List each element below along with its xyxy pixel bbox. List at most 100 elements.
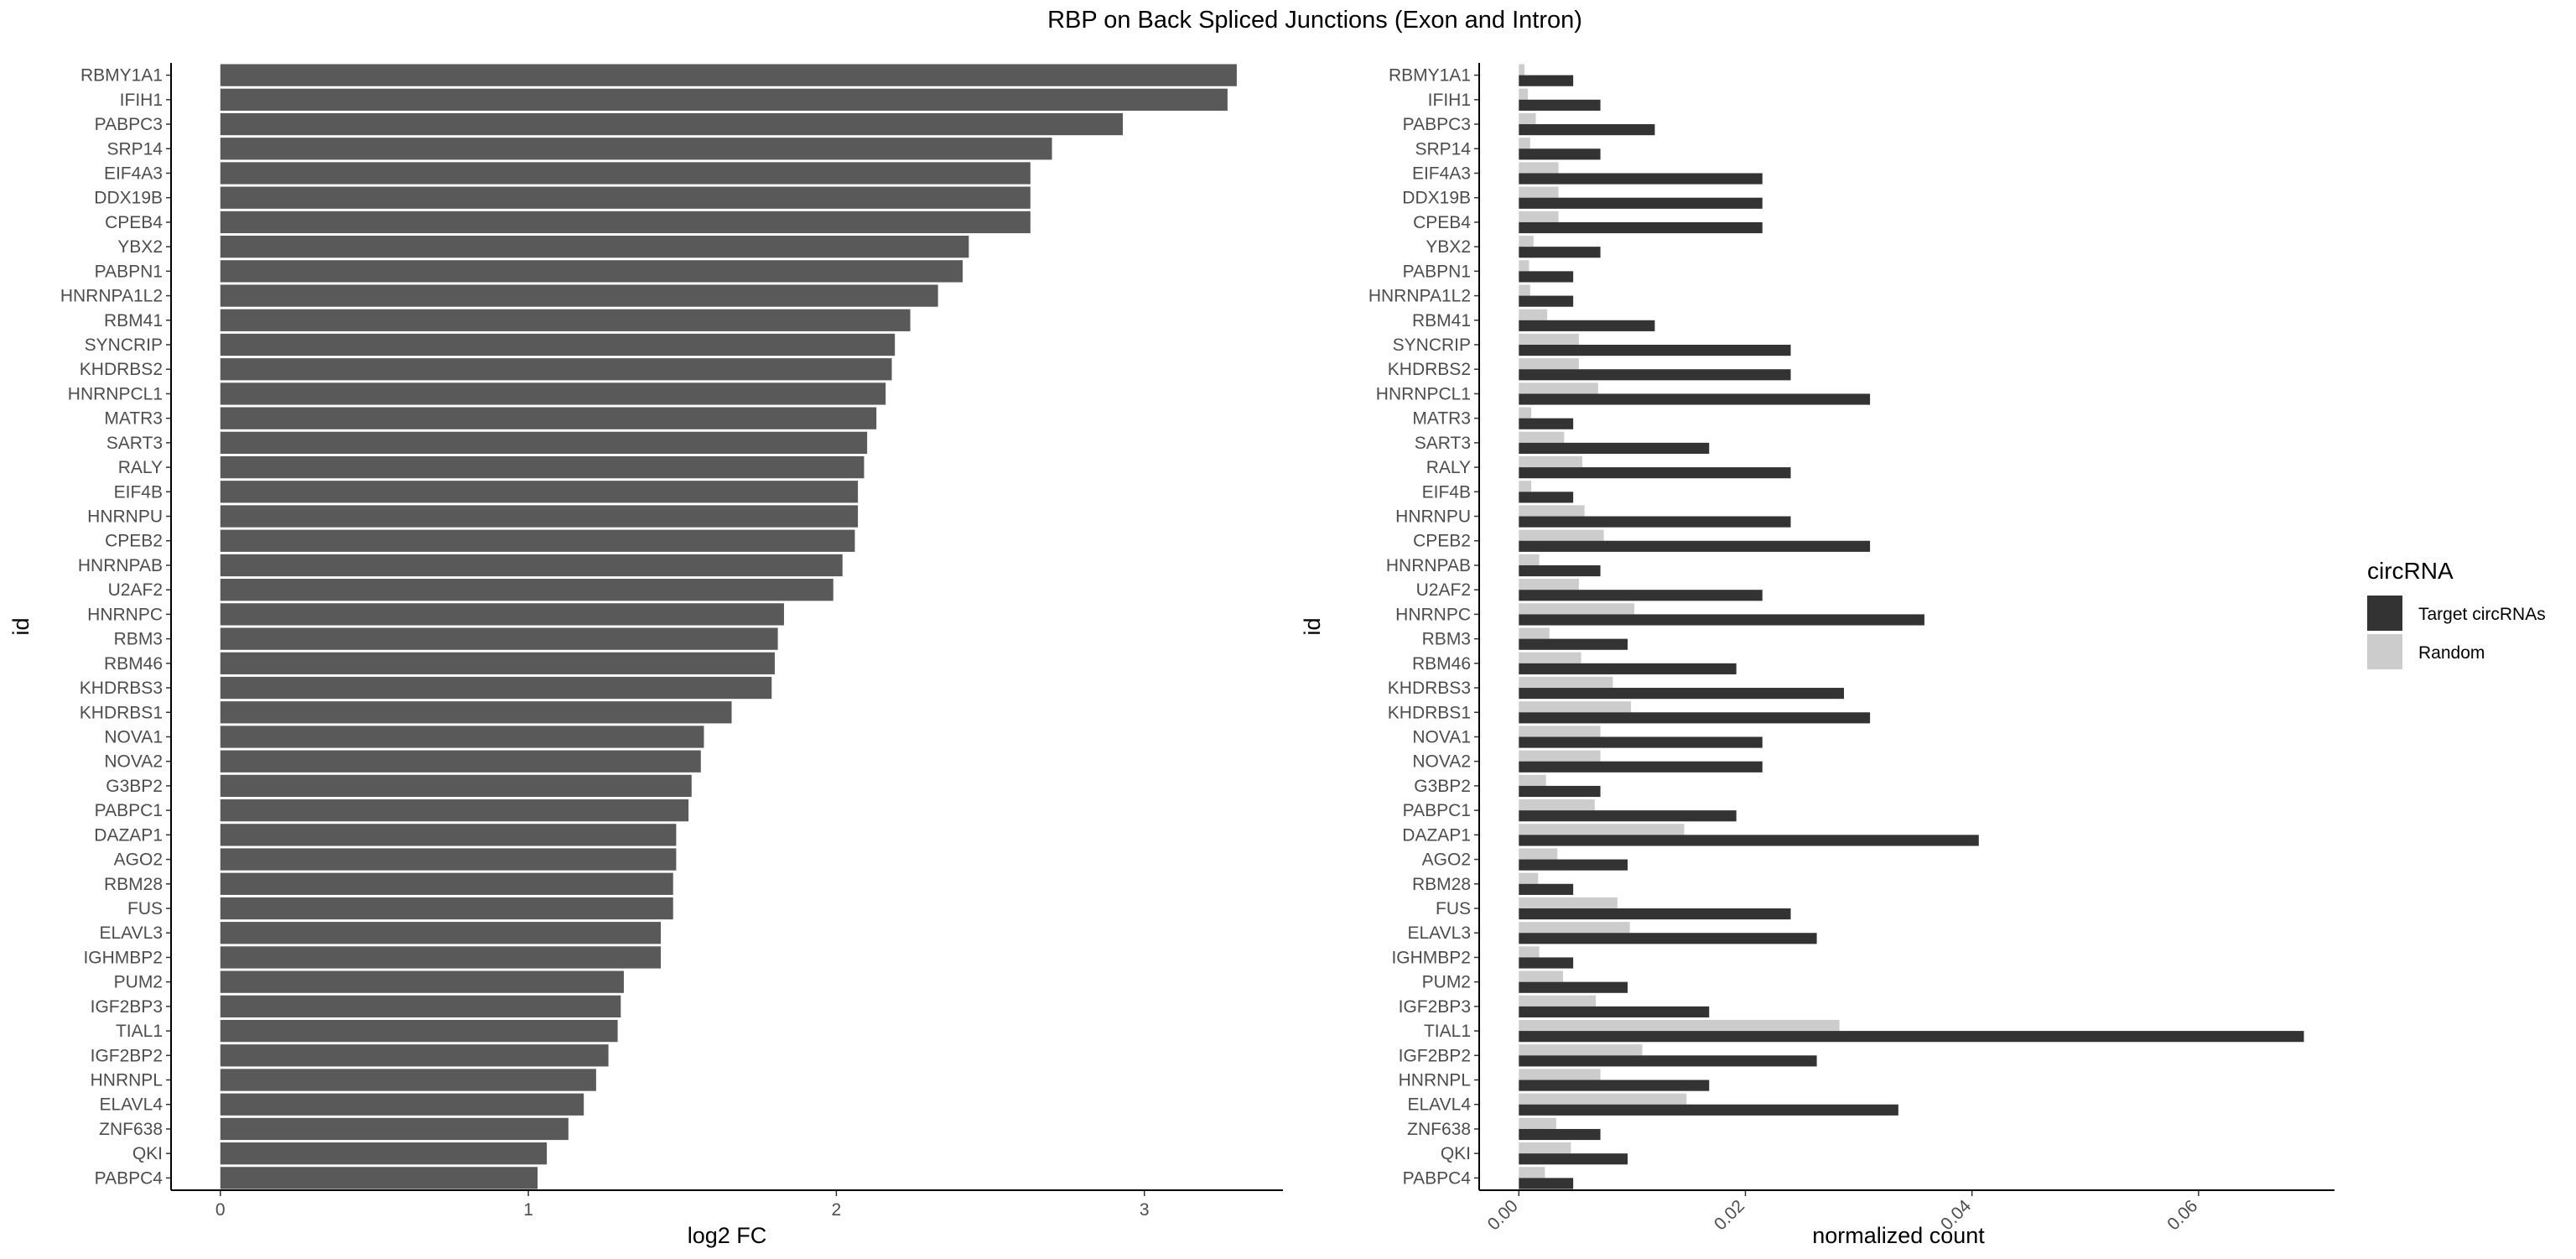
bar-target-dazap1 <box>1519 835 1979 846</box>
bar-random-igf2bp3 <box>1519 995 1597 1007</box>
bar-target-sart3 <box>1519 442 1710 455</box>
y-tick-label-rbm3: RBM3 <box>1422 630 1471 649</box>
y-tick-label-ighmbp2: IGHMBP2 <box>1391 948 1471 967</box>
y-tick-label-ddx19b: DDX19B <box>1402 189 1471 208</box>
bar-random-pum2 <box>1519 970 1563 982</box>
bar-ago2 <box>220 848 677 871</box>
bar-random-rbm41 <box>1519 309 1548 320</box>
y-tick-label-hnrnpa1l2: HNRNPA1L2 <box>1368 287 1471 306</box>
y-tick-label-elavl4: ELAVL4 <box>100 1095 164 1115</box>
y-tick-label-ifih1: IFIH1 <box>120 91 163 110</box>
y-tick-label-eif4b: EIF4B <box>1422 482 1471 502</box>
bar-rbm41 <box>220 309 911 331</box>
bar-target-hnrnpab <box>1519 564 1601 577</box>
bar-hnrnpa1l2 <box>220 284 938 307</box>
y-tick-label-rbm46: RBM46 <box>104 654 163 674</box>
bar-target-u2af2 <box>1519 590 1763 601</box>
bar-g3bp2 <box>220 774 692 798</box>
bar-random-rbm46 <box>1519 652 1581 663</box>
bar-random-khdrbs2 <box>1519 358 1579 370</box>
bar-znf638 <box>220 1117 569 1141</box>
y-tick-label-hnrnpl: HNRNPL <box>91 1071 163 1090</box>
bar-rbm46 <box>220 652 775 674</box>
y-tick-label-hnrnpc: HNRNPC <box>1395 605 1471 624</box>
bar-fus <box>220 897 673 920</box>
y-tick-label-raly: RALY <box>1426 458 1471 477</box>
y-tick-label-matr3: MATR3 <box>104 409 163 429</box>
bar-random-srp14 <box>1519 138 1530 149</box>
y-tick-label-qki: QKI <box>1441 1144 1471 1163</box>
bar-random-hnrnpcl1 <box>1519 382 1598 394</box>
bar-target-ifih1 <box>1519 99 1601 111</box>
bar-random-qki <box>1519 1142 1571 1154</box>
bar-random-ifih1 <box>1519 88 1529 100</box>
y-tick-label-elavl3: ELAVL3 <box>1408 923 1472 943</box>
y-tick-label-rbm41: RBM41 <box>104 311 163 330</box>
y-tick-label-hnrnpcl1: HNRNPCL1 <box>1376 384 1471 403</box>
y-tick-label-pabpc4: PABPC4 <box>1403 1168 1472 1188</box>
bar-khdrbs1 <box>220 701 732 724</box>
bar-random-g3bp2 <box>1519 774 1546 786</box>
bar-target-khdrbs2 <box>1519 369 1791 381</box>
bar-target-rbmy1a1 <box>1519 75 1574 86</box>
y-tick-label-igf2bp3: IGF2BP3 <box>91 997 163 1017</box>
bar-random-raly <box>1519 455 1582 468</box>
y-tick-label-u2af2: U2AF2 <box>108 580 163 600</box>
bar-target-ighmbp2 <box>1519 957 1574 969</box>
bar-random-rbm28 <box>1519 872 1539 884</box>
left-x-axis-title: log2 FC <box>688 1223 767 1248</box>
right-y-axis-title: id <box>1300 617 1325 635</box>
bar-target-cpeb2 <box>1519 540 1871 552</box>
y-tick-label-nova2: NOVA2 <box>104 752 163 772</box>
y-tick-label-tial1: TIAL1 <box>1424 1022 1471 1041</box>
y-tick-label-fus: FUS <box>1436 899 1471 918</box>
y-tick-label-syncrip: SYNCRIP <box>85 336 163 355</box>
y-tick-label-pabpc1: PABPC1 <box>95 801 163 820</box>
left-x-ticks: 0 1 2 3 <box>216 1190 1150 1220</box>
bar-random-pabpc4 <box>1519 1167 1545 1178</box>
bar-target-hnrnpl <box>1519 1080 1710 1091</box>
bar-random-hnrnpa1l2 <box>1519 284 1530 296</box>
bar-target-hnrnpu <box>1519 516 1791 528</box>
y-tick-label-rbm41: RBM41 <box>1412 311 1471 330</box>
bar-random-znf638 <box>1519 1117 1556 1129</box>
bar-target-pabpn1 <box>1519 271 1574 283</box>
bar-target-ddx19b <box>1519 197 1763 209</box>
bar-random-dazap1 <box>1519 824 1685 835</box>
bar-target-ago2 <box>1519 859 1628 871</box>
y-tick-label-syncrip: SYNCRIP <box>1393 336 1471 355</box>
bar-random-syncrip <box>1519 333 1579 345</box>
bar-cpeb4 <box>220 211 1031 234</box>
y-tick-label-rbm28: RBM28 <box>104 875 163 894</box>
bar-random-tial1 <box>1519 1019 1840 1032</box>
bar-random-rbmy1a1 <box>1519 64 1525 75</box>
y-tick-label-igf2bp2: IGF2BP2 <box>91 1046 163 1065</box>
bar-random-hnrnpc <box>1519 603 1635 615</box>
bar-ddx19b <box>220 186 1031 209</box>
bar-target-syncrip <box>1519 345 1791 356</box>
bar-sart3 <box>220 431 868 455</box>
y-tick-label-eif4b: EIF4B <box>114 482 163 502</box>
bar-random-khdrbs1 <box>1519 701 1632 713</box>
bar-tial1 <box>220 1019 618 1043</box>
legend: circRNA Target circRNAs Random <box>2367 558 2546 669</box>
bar-target-khdrbs3 <box>1519 688 1845 700</box>
bar-target-rbm3 <box>1519 638 1628 650</box>
y-tick-label-ybx2: YBX2 <box>1426 237 1471 257</box>
legend-swatch-target <box>2367 596 2402 631</box>
bar-target-igf2bp3 <box>1519 1006 1710 1018</box>
bar-target-raly <box>1519 467 1791 479</box>
y-tick-label-sart3: SART3 <box>1415 434 1471 453</box>
bar-random-hnrnpl <box>1519 1069 1601 1080</box>
bar-random-hnrnpu <box>1519 505 1585 517</box>
y-tick-label-ago2: AGO2 <box>1422 851 1471 870</box>
bar-random-pabpn1 <box>1519 260 1530 272</box>
x-tick-label: 0 <box>216 1200 226 1220</box>
bar-random-ddx19b <box>1519 186 1559 198</box>
bar-random-ago2 <box>1519 848 1558 860</box>
left-y-axis-title: id <box>8 617 34 635</box>
bar-target-rbm41 <box>1519 320 1655 331</box>
bar-igf2bp2 <box>220 1044 609 1067</box>
bar-target-elavl4 <box>1519 1104 1898 1116</box>
